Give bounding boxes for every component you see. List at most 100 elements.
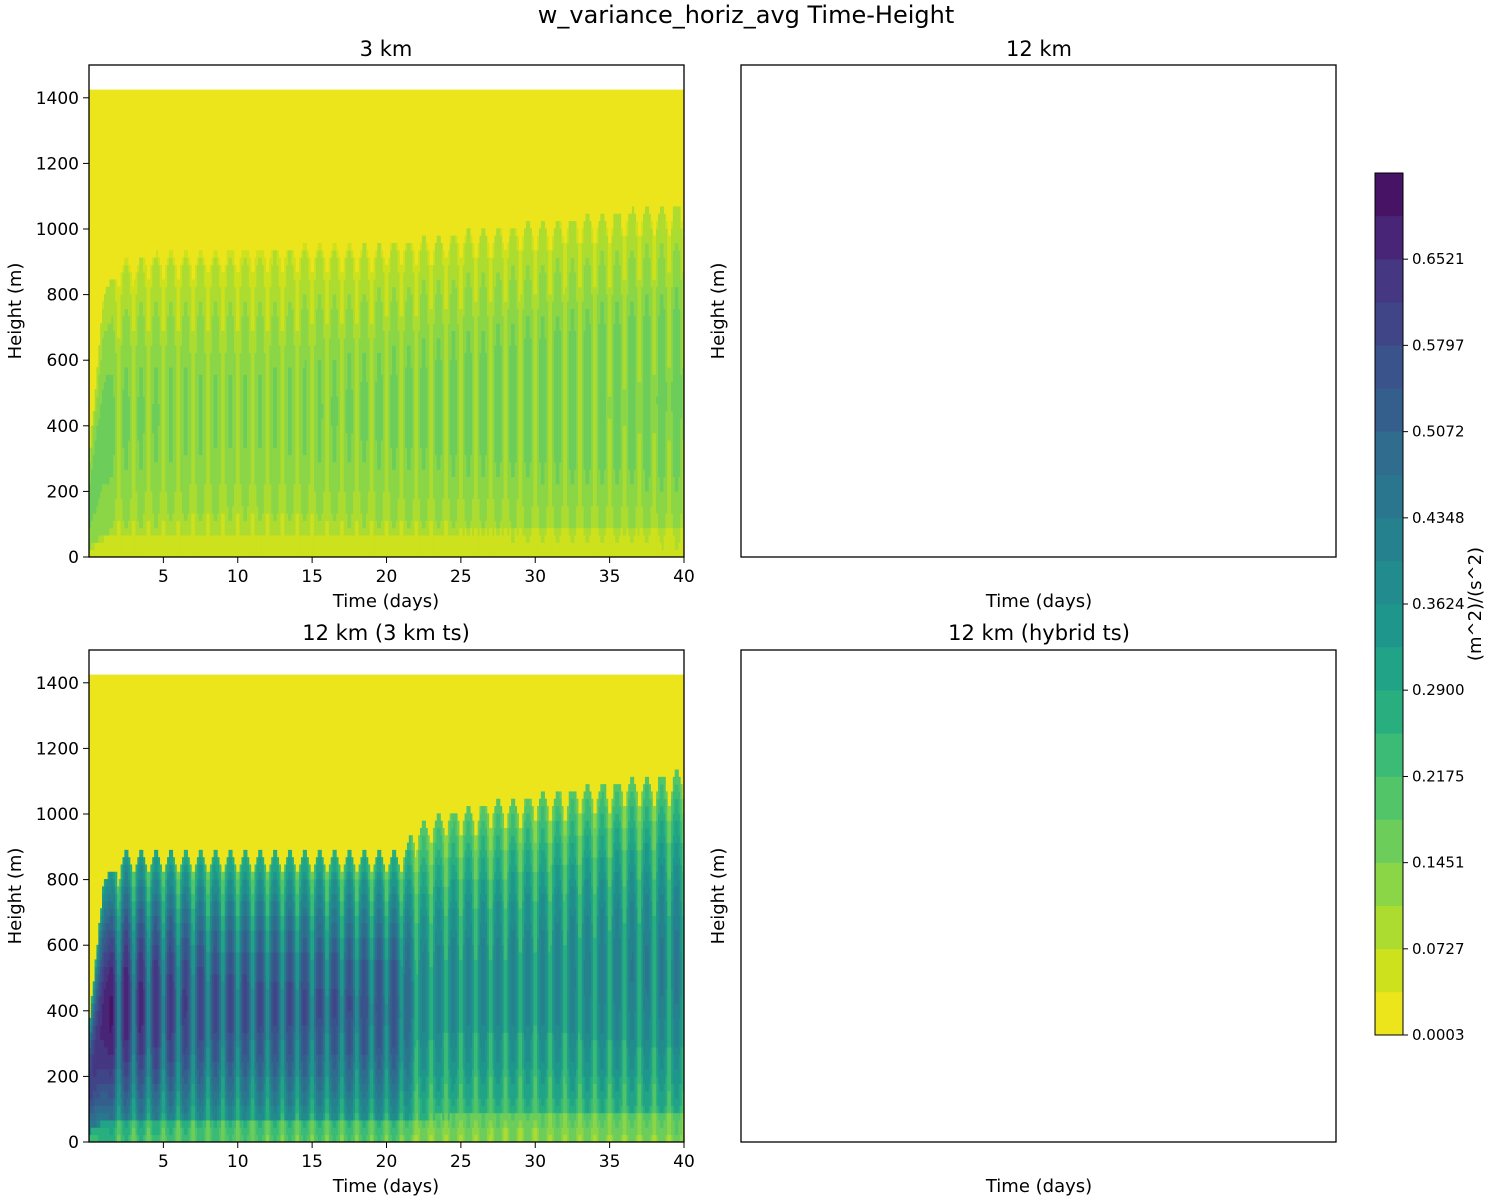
contour-cell — [453, 1105, 456, 1114]
y-axis-label: Height (m) — [5, 263, 26, 360]
contour-cell — [544, 272, 547, 339]
contour-cell — [373, 915, 376, 938]
contour-cell — [107, 1083, 110, 1099]
contour-cell — [109, 901, 112, 909]
contour-cell — [386, 264, 389, 317]
contour-cell — [362, 1120, 365, 1128]
contour-cell — [347, 995, 350, 1011]
contour-cell — [111, 374, 114, 478]
contour-cell — [446, 857, 449, 887]
contour-cell — [90, 1054, 94, 1099]
contour-cell — [168, 520, 172, 536]
contour-cell — [574, 527, 577, 536]
contour-cell — [96, 966, 99, 975]
contour-cell — [154, 901, 157, 917]
contour-cell — [194, 864, 198, 873]
contour-cell — [479, 1076, 482, 1099]
contour-cell — [412, 908, 415, 938]
contour-cell — [380, 937, 384, 960]
contour-cell — [313, 988, 317, 1033]
contour-cell — [401, 316, 404, 521]
contour-cell — [278, 952, 281, 982]
contour-cell — [245, 1090, 248, 1106]
contour-cell — [589, 264, 592, 324]
contour-cell — [297, 930, 300, 953]
contour-cell — [274, 901, 278, 917]
contour-cell — [525, 221, 529, 266]
contour-cell — [237, 1120, 241, 1143]
contour-cell — [341, 1112, 345, 1121]
contour-cell — [165, 915, 168, 931]
contour-cell — [161, 922, 164, 938]
contour-cell — [167, 1076, 170, 1092]
contour-cell — [278, 483, 281, 536]
contour-cell — [455, 1076, 458, 1099]
contour-cell — [89, 1025, 92, 1033]
contour-cell — [453, 908, 456, 938]
contour-cell — [124, 930, 127, 946]
contour-cell — [313, 1112, 317, 1121]
contour-cell — [390, 1054, 393, 1077]
contour-cell — [327, 272, 330, 324]
contour-cell — [501, 257, 505, 317]
contour-cell — [379, 937, 382, 960]
contour-cell — [377, 879, 380, 895]
contour-cell — [328, 988, 332, 1033]
contour-cell — [538, 228, 542, 273]
contour-cell — [390, 301, 393, 375]
contour-cell — [555, 257, 558, 317]
contour-cell — [479, 352, 482, 456]
contour-cell — [183, 1120, 187, 1136]
contour-cell — [194, 264, 198, 288]
contour-cell — [128, 1134, 131, 1143]
contour-cell — [92, 1025, 95, 1041]
contour-cell — [459, 257, 462, 310]
contour-cell — [351, 937, 354, 960]
contour-cell — [637, 381, 640, 434]
contour-cell — [444, 857, 447, 887]
contour-cell — [107, 871, 110, 880]
contour-cell — [421, 535, 425, 558]
contour-cell — [408, 527, 412, 536]
contour-cell — [209, 974, 213, 1041]
contour-cell — [172, 857, 175, 865]
contour-cell — [669, 272, 672, 368]
contour-cell — [209, 1105, 213, 1121]
contour-cell — [351, 1090, 354, 1106]
contour-cell — [234, 901, 237, 917]
contour-cell — [321, 937, 324, 953]
contour-cell — [589, 323, 592, 470]
contour-cell — [438, 535, 441, 558]
contour-cell — [100, 966, 103, 982]
contour-cell — [336, 1134, 339, 1143]
contour-cell — [222, 930, 226, 953]
contour-cell — [300, 981, 304, 1026]
contour-cell — [157, 1098, 161, 1106]
contour-cell — [425, 827, 428, 851]
contour-cell — [219, 1068, 222, 1092]
contour-cell — [193, 974, 196, 1055]
contour-cell — [336, 908, 339, 924]
contour-cell — [157, 403, 161, 426]
contour-cell — [194, 966, 198, 1055]
contour-cell — [137, 1054, 140, 1077]
contour-cell — [356, 1112, 360, 1121]
contour-cell — [436, 279, 439, 339]
contour-cell — [247, 316, 250, 507]
contour-cell — [252, 1076, 255, 1099]
contour-cell — [152, 944, 155, 960]
contour-cell — [446, 1083, 449, 1114]
contour-cell — [669, 235, 672, 273]
contour-cell — [118, 1068, 122, 1084]
contour-cell — [598, 469, 601, 529]
contour-cell — [477, 498, 480, 536]
contour-cell — [191, 330, 194, 514]
contour-cell — [103, 1047, 107, 1070]
contour-cell — [648, 535, 651, 558]
contour-cell — [436, 235, 439, 280]
contour-cell — [122, 893, 125, 909]
contour-cell — [507, 498, 510, 536]
contour-cell — [317, 893, 320, 909]
contour-cell — [486, 1098, 490, 1114]
contour-cell — [375, 381, 378, 441]
